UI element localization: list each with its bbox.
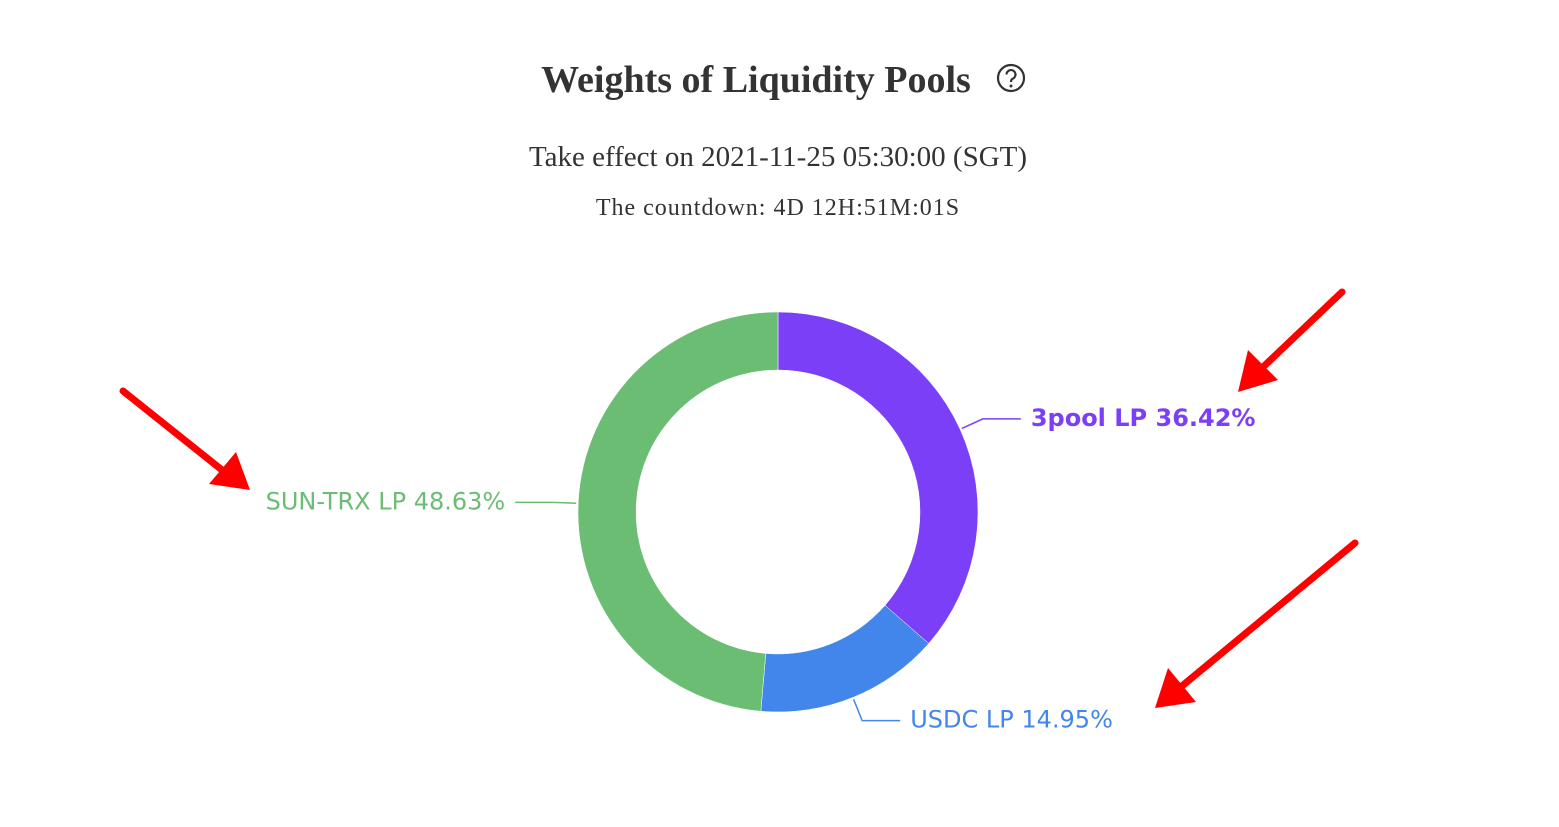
donut-slice: [777, 311, 979, 644]
donut-slice: [760, 605, 930, 713]
slice-value: 14.95%: [1021, 706, 1113, 734]
slice-label: SUN-TRX LP 48.63%: [266, 487, 506, 515]
arrow-head: [1155, 668, 1196, 708]
slice-value: 48.63%: [414, 487, 506, 515]
arrows: [119, 288, 1359, 708]
slice-label: USDC LP 14.95%: [910, 706, 1113, 734]
arrow: [1258, 288, 1346, 372]
slice-value: 36.42%: [1156, 404, 1256, 432]
leader-line: [515, 501, 577, 505]
slice-name: SUN-TRX LP: [266, 487, 406, 515]
chart-title: Weights of Liquidity Pools: [541, 59, 971, 101]
arrow: [1178, 539, 1359, 690]
countdown: The countdown: 4D 12H:51M:01S: [596, 195, 960, 221]
subtitle: Take effect on 2021-11-25 05:30:00 (SGT): [529, 141, 1027, 173]
slice-name: 3pool LP: [1031, 404, 1147, 432]
donut-slice: [577, 311, 779, 712]
leader-line: [961, 418, 1021, 430]
arrow-head: [209, 452, 250, 490]
leader-line: [852, 699, 901, 722]
arrow-head: [1238, 350, 1278, 392]
slice-name: USDC LP: [910, 706, 1014, 734]
slice-label: 3pool LP 36.42%: [1031, 404, 1256, 432]
arrow: [119, 387, 226, 474]
help-icon[interactable]: [996, 63, 1026, 93]
